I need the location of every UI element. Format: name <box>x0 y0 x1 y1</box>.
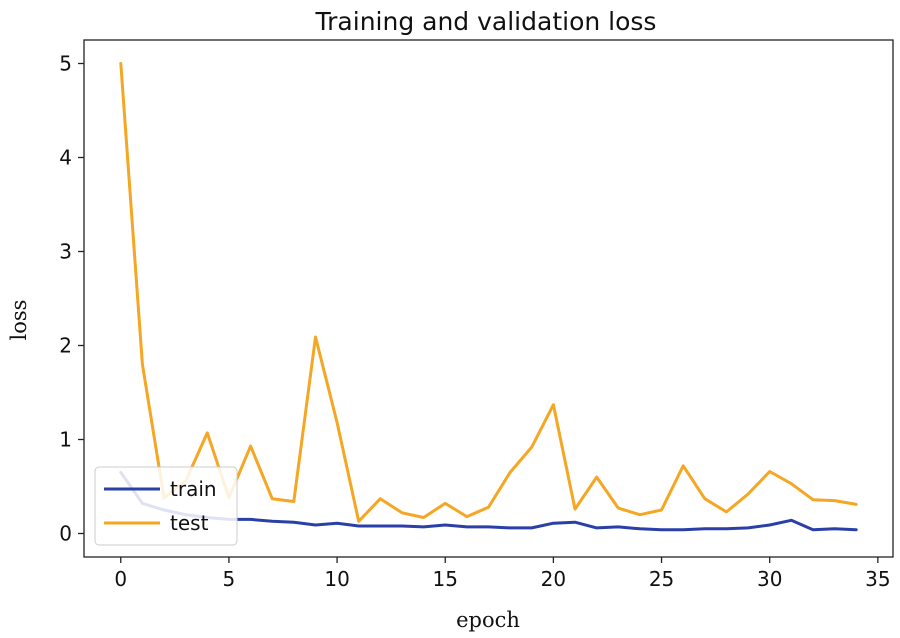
x-tick-label: 10 <box>324 567 349 591</box>
y-axis: 0 1 2 3 4 5 <box>59 52 84 546</box>
series-line-train <box>119 470 858 532</box>
x-axis-label: epoch <box>456 608 520 632</box>
x-tick-label: 20 <box>541 567 566 591</box>
legend: train test <box>94 466 238 546</box>
y-tick-label: 4 <box>59 146 72 170</box>
y-tick-label: 1 <box>59 428 72 452</box>
legend-label-train: train <box>170 477 217 501</box>
series-line-test <box>119 62 858 523</box>
chart-title: Training and validation loss <box>315 7 657 36</box>
x-tick-label: 25 <box>649 567 674 591</box>
x-tick-label: 15 <box>433 567 458 591</box>
x-tick-label: 35 <box>865 567 890 591</box>
plot-area-frame <box>83 39 894 558</box>
y-tick-label: 0 <box>59 522 72 546</box>
legend-box <box>94 466 238 546</box>
y-tick-label: 5 <box>59 52 72 76</box>
legend-label-test: test <box>170 511 209 535</box>
x-axis: 0 5 10 15 20 25 30 35 <box>114 557 891 591</box>
y-axis-label: loss <box>7 300 31 341</box>
y-tick-label: 2 <box>59 334 72 358</box>
x-tick-label: 30 <box>757 567 782 591</box>
y-tick-label: 3 <box>59 240 72 264</box>
series-group <box>119 62 858 532</box>
x-tick-label: 0 <box>114 567 127 591</box>
x-tick-label: 5 <box>223 567 236 591</box>
